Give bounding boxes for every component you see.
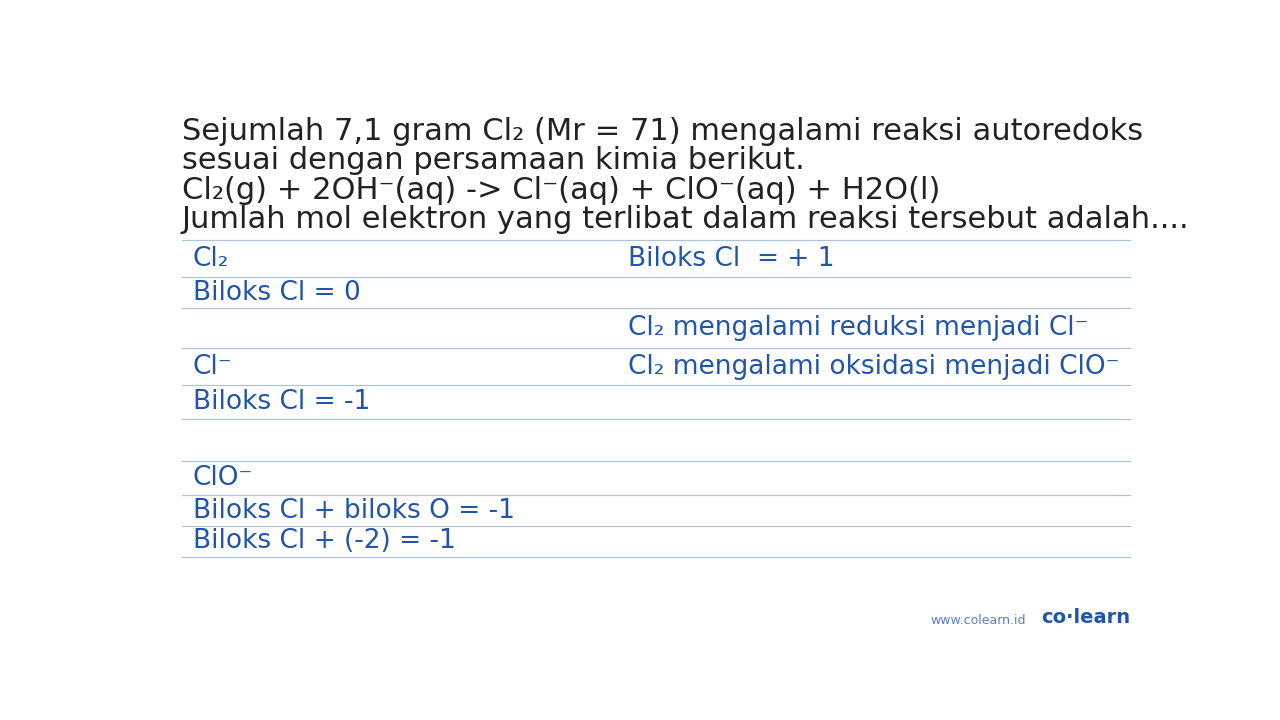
Text: Cl₂ mengalami reduksi menjadi Cl⁻: Cl₂ mengalami reduksi menjadi Cl⁻	[628, 315, 1088, 341]
Text: Biloks Cl = -1: Biloks Cl = -1	[192, 389, 370, 415]
Text: Jumlah mol elektron yang terlibat dalam reaksi tersebut adalah....: Jumlah mol elektron yang terlibat dalam …	[182, 205, 1189, 234]
Text: co·learn: co·learn	[1041, 608, 1130, 627]
Text: Cl₂ mengalami oksidasi menjadi ClO⁻: Cl₂ mengalami oksidasi menjadi ClO⁻	[628, 354, 1120, 379]
Text: Biloks Cl + biloks O = -1: Biloks Cl + biloks O = -1	[192, 498, 515, 523]
Text: Biloks Cl = 0: Biloks Cl = 0	[192, 280, 360, 306]
Text: sesuai dengan persamaan kimia berikut.: sesuai dengan persamaan kimia berikut.	[182, 146, 804, 176]
Text: Biloks Cl + (-2) = -1: Biloks Cl + (-2) = -1	[192, 528, 456, 554]
Text: Cl₂(g) + 2OH⁻(aq) -> Cl⁻(aq) + ClO⁻(aq) + H2O(l): Cl₂(g) + 2OH⁻(aq) -> Cl⁻(aq) + ClO⁻(aq) …	[182, 176, 940, 204]
Text: Cl₂: Cl₂	[192, 246, 229, 272]
Text: ClO⁻: ClO⁻	[192, 465, 253, 491]
Text: Sejumlah 7,1 gram Cl₂ (Mr = 71) mengalami reaksi autoredoks: Sejumlah 7,1 gram Cl₂ (Mr = 71) mengalam…	[182, 117, 1143, 146]
Text: www.colearn.id: www.colearn.id	[931, 614, 1027, 627]
Text: Biloks Cl  = + 1: Biloks Cl = + 1	[628, 246, 835, 272]
Text: Cl⁻: Cl⁻	[192, 354, 232, 379]
